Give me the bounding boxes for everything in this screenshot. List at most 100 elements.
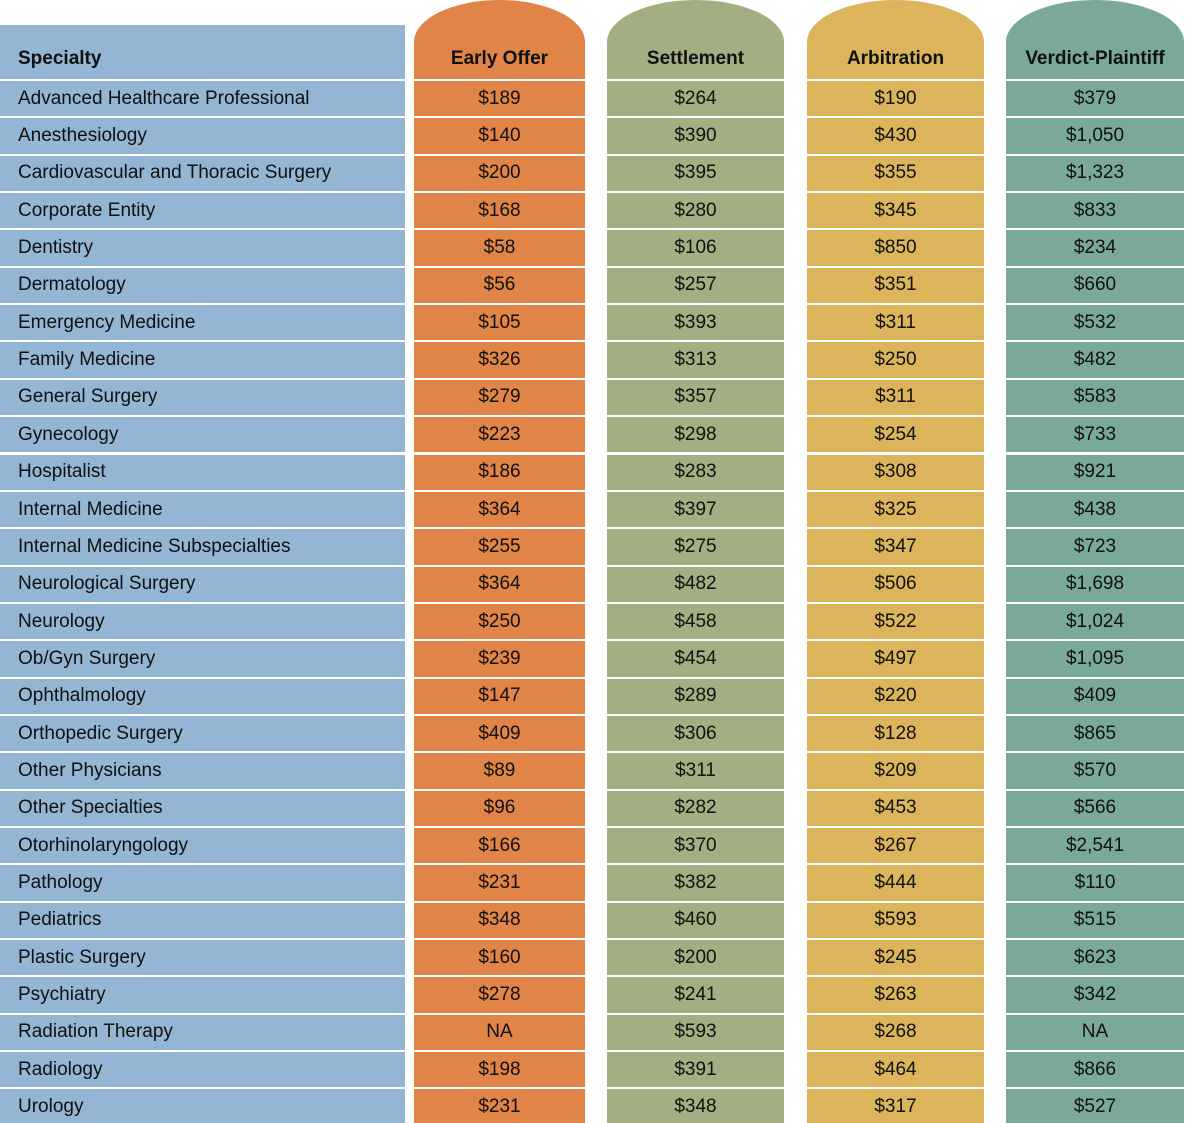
row-label: Pathology	[0, 865, 405, 901]
table-cell: $283	[607, 454, 784, 490]
table-cell: $1,024	[1006, 603, 1184, 640]
table-cell: $464	[807, 1052, 984, 1088]
row-label: Anesthesiology	[0, 118, 405, 154]
row-label: Emergency Medicine	[0, 305, 405, 341]
table-cell: $317	[807, 1089, 984, 1123]
table-cell: $326	[414, 342, 585, 378]
table-cell: $200	[607, 940, 784, 976]
column-header: Settlement	[607, 0, 784, 79]
row-label: General Surgery	[0, 379, 405, 416]
table-cell: $522	[807, 603, 984, 640]
table-cell: $311	[607, 753, 784, 789]
table-cell: $250	[414, 603, 585, 640]
table-cell: $453	[807, 790, 984, 826]
table-cell: $254	[807, 417, 984, 453]
table-cell: $231	[414, 865, 585, 901]
table-cell: $351	[807, 267, 984, 304]
table-cell: $234	[1006, 230, 1184, 266]
row-label: Pediatrics	[0, 902, 405, 939]
table-cell: $189	[414, 81, 585, 117]
table-cell: $390	[607, 118, 784, 154]
table-cell: $275	[607, 529, 784, 565]
row-label: Family Medicine	[0, 342, 405, 378]
table-cell: $409	[414, 715, 585, 752]
table-cell: $364	[414, 491, 585, 528]
table-cell: $723	[1006, 529, 1184, 565]
row-label: Orthopedic Surgery	[0, 715, 405, 752]
table-cell: $268	[807, 1014, 984, 1051]
table-cell: $209	[807, 753, 984, 789]
table-cell: $325	[807, 491, 984, 528]
table-cell: $160	[414, 940, 585, 976]
table-cell: $866	[1006, 1052, 1184, 1088]
table-cell: $264	[607, 81, 784, 117]
table-cell: $382	[607, 865, 784, 901]
table-cell: $110	[1006, 865, 1184, 901]
table-cell: $364	[414, 566, 585, 602]
table-cell: $454	[607, 641, 784, 677]
table-cell: $282	[607, 790, 784, 826]
row-label: Radiation Therapy	[0, 1014, 405, 1051]
table-cell: $105	[414, 305, 585, 341]
table-cell: $593	[807, 902, 984, 939]
table-cell: $255	[414, 529, 585, 565]
table-cell: $186	[414, 454, 585, 490]
row-label: Internal Medicine	[0, 491, 405, 528]
table-cell: $444	[807, 865, 984, 901]
table-cell: $306	[607, 715, 784, 752]
table-cell: $347	[807, 529, 984, 565]
table-cell: $1,698	[1006, 566, 1184, 602]
table-cell: $348	[607, 1089, 784, 1123]
table-cell: $506	[807, 566, 984, 602]
table-cell: $2,541	[1006, 828, 1184, 864]
table-cell: $168	[414, 193, 585, 229]
table-cell: $250	[807, 342, 984, 378]
table-cell: $482	[607, 566, 784, 602]
table-cell: $241	[607, 977, 784, 1013]
table-cell: $198	[414, 1052, 585, 1088]
table-cell: $348	[414, 902, 585, 939]
table-cell: $190	[807, 81, 984, 117]
table-cell: $289	[607, 678, 784, 714]
row-label: Cardiovascular and Thoracic Surgery	[0, 155, 405, 192]
table-cell: $239	[414, 641, 585, 677]
table-cell: $298	[607, 417, 784, 453]
table-cell: $865	[1006, 715, 1184, 752]
table-cell: $267	[807, 828, 984, 864]
table-cell: $140	[414, 118, 585, 154]
table-cell: $313	[607, 342, 784, 378]
table-cell: $1,095	[1006, 641, 1184, 677]
table-cell: $166	[414, 828, 585, 864]
table-cell: $397	[607, 491, 784, 528]
table-cell: $515	[1006, 902, 1184, 939]
row-label: Corporate Entity	[0, 193, 405, 229]
table-cell: $56	[414, 267, 585, 304]
table-cell: NA	[1006, 1014, 1184, 1051]
table-cell: $223	[414, 417, 585, 453]
table-cell: $257	[607, 267, 784, 304]
table-cell: $311	[807, 379, 984, 416]
table-cell: $497	[807, 641, 984, 677]
table-cell: NA	[414, 1014, 585, 1051]
table-cell: $96	[414, 790, 585, 826]
table-cell: $393	[607, 305, 784, 341]
table-cell: $379	[1006, 81, 1184, 117]
column-header: Specialty	[0, 25, 405, 79]
table-cell: $278	[414, 977, 585, 1013]
table-cell: $660	[1006, 267, 1184, 304]
row-label: Gynecology	[0, 417, 405, 453]
row-label: Psychiatry	[0, 977, 405, 1013]
row-label: Neurological Surgery	[0, 566, 405, 602]
table-cell: $430	[807, 118, 984, 154]
row-label: Otorhinolaryngology	[0, 828, 405, 864]
table-cell: $1,323	[1006, 155, 1184, 192]
column-header: Arbitration	[807, 0, 984, 79]
column-header: Early Offer	[414, 0, 585, 79]
table-cell: $623	[1006, 940, 1184, 976]
table-cell: $231	[414, 1089, 585, 1123]
table-cell: $593	[607, 1014, 784, 1051]
table-cell: $89	[414, 753, 585, 789]
row-label: Other Specialties	[0, 790, 405, 826]
table-cell: $409	[1006, 678, 1184, 714]
